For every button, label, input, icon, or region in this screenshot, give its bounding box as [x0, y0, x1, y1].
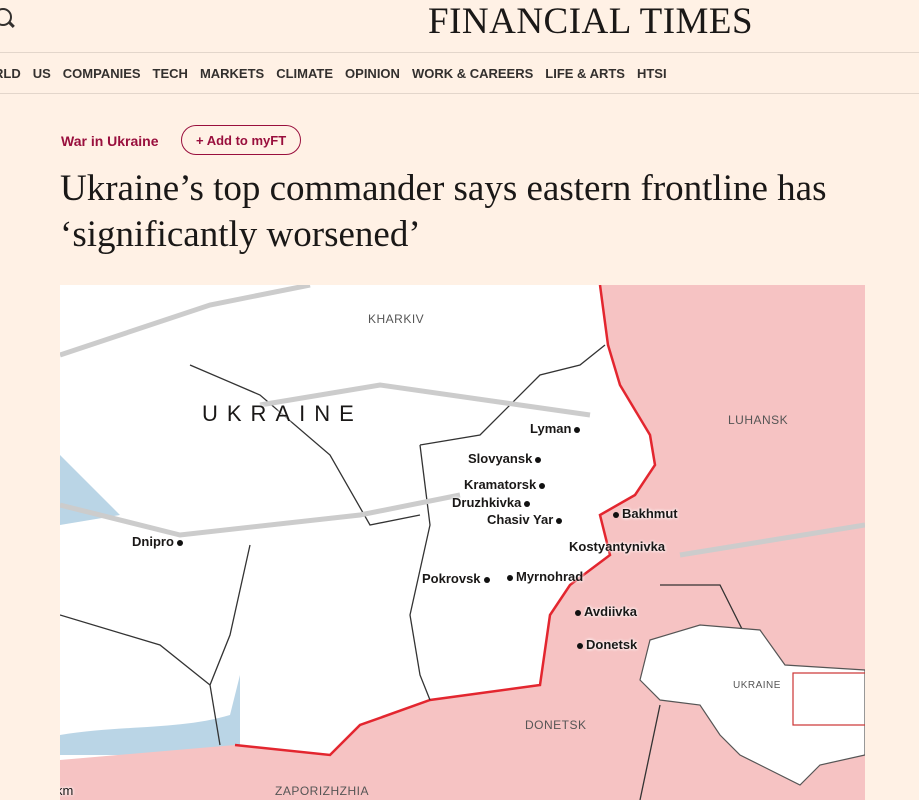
city-kramatorsk: Kramatorsk: [464, 477, 548, 492]
nav-opinion[interactable]: OPINION: [345, 65, 400, 81]
nav-life-arts[interactable]: LIFE & ARTS: [545, 65, 625, 81]
frontline-map: KHARKIV LUHANSK DONETSK ZAPORIZHZHIA UKR…: [60, 285, 865, 800]
nav-us[interactable]: US: [32, 65, 51, 81]
oblast-border: [60, 344, 865, 800]
add-to-myft-button[interactable]: + Add to myFT: [181, 125, 302, 155]
city-dot-icon: [483, 576, 490, 583]
region-luhansk: LUHANSK: [728, 413, 789, 427]
city-dot-icon: [524, 500, 531, 507]
headline: Ukraine’s top commander says eastern fro…: [60, 168, 827, 255]
city-dot-icon: [574, 426, 581, 433]
inset-label-ukraine: UKRAINE: [733, 680, 781, 691]
inset-ukraine-map: [639, 624, 865, 786]
city-donetsk: Donetsk: [574, 637, 637, 652]
ft-logo[interactable]: FINANCIAL TIMES: [428, 1, 754, 42]
city-dot-icon: [535, 456, 542, 463]
search-icon[interactable]: [0, 8, 12, 26]
city-bakhmut: Bakhmut: [610, 506, 678, 521]
city-myrnohrad: Myrnohrad: [504, 569, 583, 584]
city-lyman: Lyman: [530, 421, 583, 436]
country-label: UKRAINE: [202, 401, 363, 426]
city-dnipro: Dnipro: [132, 534, 186, 549]
map-graphic: [60, 285, 865, 800]
nav-world[interactable]: RLD: [0, 65, 21, 81]
masthead: FINANCIAL TIMES: [0, 0, 919, 53]
nav-markets[interactable]: MARKETS: [199, 65, 265, 81]
city-kostyantynivka: Kostyantynivka: [569, 539, 666, 554]
frontline: [234, 285, 657, 757]
nav-work-careers[interactable]: WORK & CAREERS: [411, 65, 534, 81]
city-sloviansk: Slovyansk: [468, 451, 544, 466]
nav-tech[interactable]: TECH: [152, 65, 188, 81]
scale-label: km: [60, 783, 74, 798]
city-dot-icon: [575, 609, 581, 616]
nav-htsi[interactable]: HTSI: [636, 65, 667, 81]
nav-companies[interactable]: COMPANIES: [62, 65, 141, 81]
nav-climate[interactable]: CLIMATE: [276, 65, 334, 81]
region-zaporizhzhia: ZAPORIZHZHIA: [275, 784, 370, 798]
city-dot-icon: [507, 574, 513, 581]
city-dot-icon: [577, 642, 583, 649]
roads: [60, 285, 865, 558]
region-donetsk: DONETSK: [525, 718, 587, 732]
city-chasiv-yar: Chasiv Yar: [487, 512, 565, 527]
city-dot-icon: [176, 539, 183, 546]
main-nav: RLD US COMPANIES TECH MARKETS CLIMATE OP…: [0, 53, 919, 94]
city-dot-icon: [539, 482, 546, 489]
river-water: [60, 455, 240, 755]
city-avdiivka: Avdiivka: [572, 604, 637, 619]
city-pokrovsk: Pokrovsk: [422, 571, 493, 586]
inset-highlight: [792, 672, 865, 726]
region-kharkiv: KHARKIV: [368, 312, 425, 326]
city-dot-icon: [556, 517, 563, 524]
topic-link[interactable]: War in Ukraine: [61, 133, 159, 149]
city-dot-icon: [613, 511, 619, 518]
city-druzhkivka: Druzhkivka: [452, 495, 533, 510]
